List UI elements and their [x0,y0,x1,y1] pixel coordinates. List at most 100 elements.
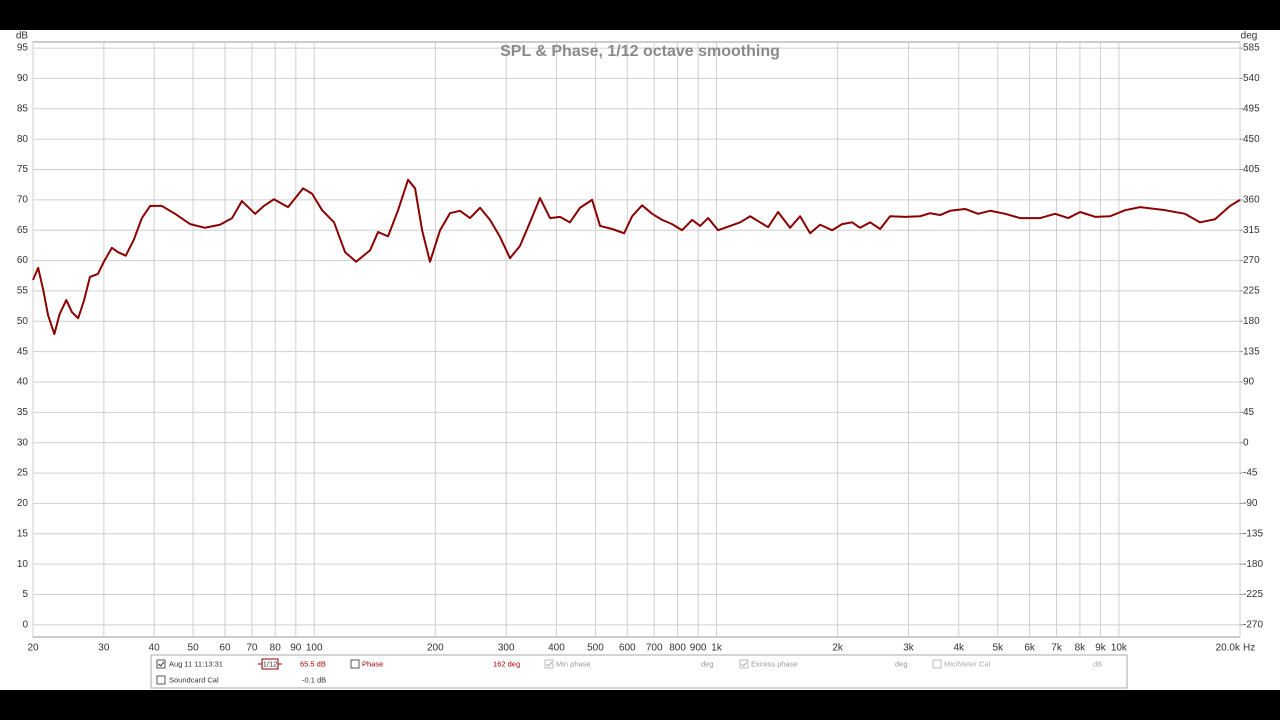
y-tick-label: 60 [17,255,29,266]
x-tick-label: 20.0k [1216,643,1241,654]
mic-cal-unit: dB [1093,659,1102,668]
x-tick-label: 700 [646,643,663,654]
bottom-bar [0,690,1280,720]
y-tick-label: 55 [17,286,29,297]
x-tick-label: 80 [270,643,282,654]
y-tick-label: 65 [17,225,29,236]
y2-tick-label: 360 [1243,194,1260,205]
chart-title: SPL & Phase, 1/12 octave smoothing [500,43,780,60]
y-tick-label: 30 [17,437,29,448]
smoothing: 1/12 [263,659,278,668]
checkbox[interactable] [932,659,942,669]
x-tick-label: 20 [27,643,39,654]
y-tick-label: 85 [17,103,29,114]
x-unit: Hz [1243,643,1255,654]
x-tick-label: 900 [690,643,707,654]
spl-line [32,178,1241,336]
x-tick-label: 300 [498,643,515,654]
x-tick-label: 200 [427,643,444,654]
y2-tick-label: 315 [1243,225,1260,236]
y2-tick-label: 45 [1243,407,1255,418]
y2-tick-label: 225 [1243,286,1260,297]
soundcard-reading: -0.1 dB [302,675,326,684]
y-tick-label: 75 [17,164,29,175]
y2-tick-label: -225 [1243,589,1263,600]
checkbox[interactable] [350,659,360,669]
x-tick-label: 400 [548,643,565,654]
min-phase-unit: deg [701,659,714,668]
checkbox[interactable] [156,659,166,669]
y2-tick-label: 405 [1243,164,1260,175]
x-tick-label: 2k [832,643,844,654]
y2-tick-label: 540 [1243,73,1260,84]
x-tick-label: 500 [587,643,604,654]
legend-panel: Aug 11 11:13:31 1/12 65.5 dB Phase 162 d… [150,654,1128,689]
check [158,661,165,667]
y-tick-label: 25 [17,468,29,479]
phase-label[interactable]: Phase [362,659,383,668]
y-tick-label: 90 [17,73,29,84]
y-tick-label: 40 [17,377,29,388]
phase-reading: 162 deg [493,659,520,668]
y-unit: dB [16,31,29,42]
spl-reading: 65.5 dB [300,659,326,668]
smoothing-box[interactable] [261,658,279,670]
excess-phase-unit: deg [895,659,908,668]
y2-tick-label: 270 [1243,255,1260,266]
y2-unit: deg [1241,31,1258,42]
x-tick-label: 6k [1024,643,1036,654]
y-tick-label: 95 [17,43,29,54]
x-tick-label: 30 [98,643,110,654]
x-tick-label: 10k [1111,643,1128,654]
mic-cal-label[interactable]: Mic/Meter Cal [944,659,991,668]
checkbox[interactable] [156,675,166,685]
x-tick-label: 3k [903,643,915,654]
y2-tick-label: 495 [1243,103,1260,114]
x-tick-label: 90 [290,643,302,654]
plot-area [32,41,1241,638]
checkbox[interactable] [739,659,749,669]
x-tick-label: 7k [1051,643,1063,654]
y2-tick-label: 90 [1243,377,1255,388]
y2-tick-label: 585 [1243,43,1260,54]
y-tick-label: 45 [17,346,29,357]
x-tick-label: 4k [953,643,965,654]
y2-tick-label: -135 [1243,528,1263,539]
y2-tick-label: -180 [1243,559,1263,570]
x-tick-label: 5k [992,643,1004,654]
x-tick-label: 100 [306,643,323,654]
y-tick-label: 0 [22,619,28,630]
y-tick-label: 15 [17,528,29,539]
y2-tick-label: -90 [1243,498,1258,509]
y-tick-label: 10 [17,559,29,570]
check [546,661,553,667]
y2-tick-label: 0 [1243,437,1249,448]
y2-tick-label: 450 [1243,134,1260,145]
y-tick-label: 35 [17,407,29,418]
y-tick-label: 20 [17,498,29,509]
grid [32,42,1241,637]
x-tick-label: 40 [149,643,161,654]
y2-tick-label: -45 [1243,468,1258,479]
x-tick-label: 9k [1095,643,1107,654]
x-tick-label: 600 [619,643,636,654]
x-tick-label: 1k [711,643,723,654]
soundcard-cal-label[interactable]: Soundcard Cal [169,675,219,684]
y2-tick-label: -270 [1243,619,1263,630]
checkbox[interactable] [544,659,554,669]
x-tick-label: 8k [1075,643,1087,654]
y2-tick-label: 180 [1243,316,1260,327]
x-tick-label: 70 [246,643,258,654]
y-tick-label: 70 [17,194,29,205]
top-bar [0,0,1280,30]
legend-series[interactable]: Aug 11 11:13:31 [169,659,223,668]
x-tick-label: 800 [669,643,686,654]
y-tick-label: 5 [22,589,28,600]
y2-tick-label: 135 [1243,346,1260,357]
excess-phase-label[interactable]: Excess phase [751,659,798,668]
legend-box [150,654,1128,689]
y-tick-label: 80 [17,134,29,145]
min-phase-label[interactable]: Min phase [556,659,591,668]
x-tick-label: 50 [188,643,200,654]
